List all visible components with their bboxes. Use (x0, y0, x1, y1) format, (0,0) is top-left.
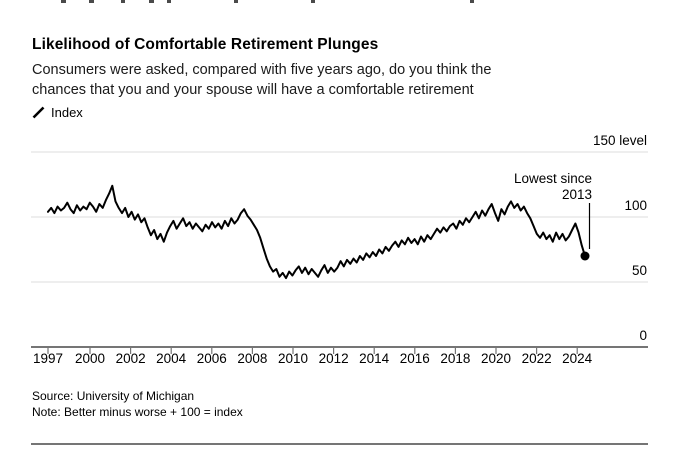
y-axis-label: 0 (639, 328, 647, 343)
x-axis-tick-label: 2008 (237, 351, 268, 366)
line-series-icon (32, 106, 45, 119)
x-axis-tick-label: 1997 (32, 351, 64, 366)
chart-annotation: Lowest since 2013 (514, 171, 592, 203)
x-axis-tick-label: 2002 (115, 351, 146, 366)
x-axis-tick-label: 2016 (399, 351, 430, 366)
x-axis-tick-label: 2020 (480, 351, 512, 366)
x-axis-tick-label: 2022 (521, 351, 552, 366)
x-axis-tick-label: 2006 (196, 351, 227, 366)
note-text: Note: Better minus worse + 100 = index (32, 404, 243, 419)
last-data-point-dot (580, 251, 590, 261)
x-axis-tick-label: 2004 (156, 351, 187, 366)
chart-legend: Index (32, 105, 83, 120)
x-axis-tick-label: 2000 (74, 351, 106, 366)
y-axis-label: 150 level (592, 133, 647, 148)
bottom-divider (31, 443, 648, 445)
chart-subtitle-line2: chances that you and your spouse will ha… (32, 82, 474, 98)
legend-label: Index (51, 105, 83, 120)
index-series-line (47, 184, 586, 280)
x-axis-tick-label: 2014 (359, 351, 390, 366)
x-axis-tick-label: 2010 (277, 351, 309, 366)
y-axis-label: 50 (631, 263, 647, 278)
x-axis-tick-label: 2024 (562, 351, 593, 366)
chart-subtitle-line1: Consumers were asked, compared with five… (32, 62, 492, 78)
chart-footnotes: Source: University of Michigan Note: Bet… (32, 389, 243, 420)
source-text: Source: University of Michigan (32, 389, 195, 403)
x-axis-tick-label: 2012 (318, 351, 349, 366)
annotation-line1: Lowest since (513, 171, 592, 186)
x-axis-tick-label: 2018 (440, 351, 471, 366)
y-axis-label: 100 (624, 198, 647, 213)
chart-subtitle: Consumers were asked, compared with five… (32, 60, 491, 100)
annotation-line2: 2013 (561, 187, 592, 202)
chart-title: Likelihood of Comfortable Retirement Plu… (32, 36, 379, 53)
